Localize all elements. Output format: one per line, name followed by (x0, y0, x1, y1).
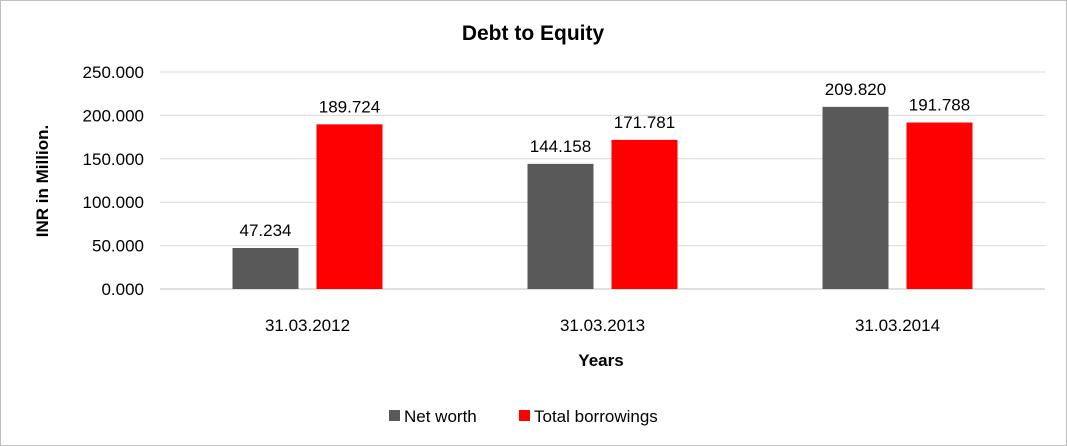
bar-net-worth (822, 106, 889, 289)
bar-total-borrowings (316, 124, 383, 289)
x-tick-label: 31.03.2013 (560, 316, 645, 335)
bar-net-worth (232, 248, 299, 289)
x-axis-label: Years (578, 351, 623, 370)
data-label: 47.234 (240, 221, 292, 240)
y-tick-label: 100.000 (83, 193, 144, 212)
data-label: 144.158 (530, 137, 591, 156)
data-label: 209.820 (825, 80, 886, 99)
y-tick-label: 50.000 (92, 237, 144, 256)
bar-net-worth (527, 163, 594, 289)
legend-swatch (519, 410, 530, 421)
x-tick-label: 31.03.2014 (855, 316, 940, 335)
y-axis-label: INR in Million. (33, 125, 52, 237)
legend-label: Total borrowings (534, 407, 658, 426)
bar-total-borrowings (906, 122, 973, 289)
y-tick-label: 0.000 (101, 280, 144, 299)
data-label: 191.788 (909, 96, 970, 115)
legend-label: Net worth (404, 407, 477, 426)
data-label: 171.781 (614, 113, 675, 132)
x-tick-label: 31.03.2012 (265, 316, 350, 335)
bar-total-borrowings (611, 139, 678, 289)
y-tick-label: 150.000 (83, 150, 144, 169)
data-label: 189.724 (319, 97, 380, 116)
y-tick-label: 200.000 (83, 106, 144, 125)
chart-title: Debt to Equity (462, 22, 605, 45)
y-tick-label: 250.000 (83, 63, 144, 82)
legend-swatch (389, 410, 400, 421)
